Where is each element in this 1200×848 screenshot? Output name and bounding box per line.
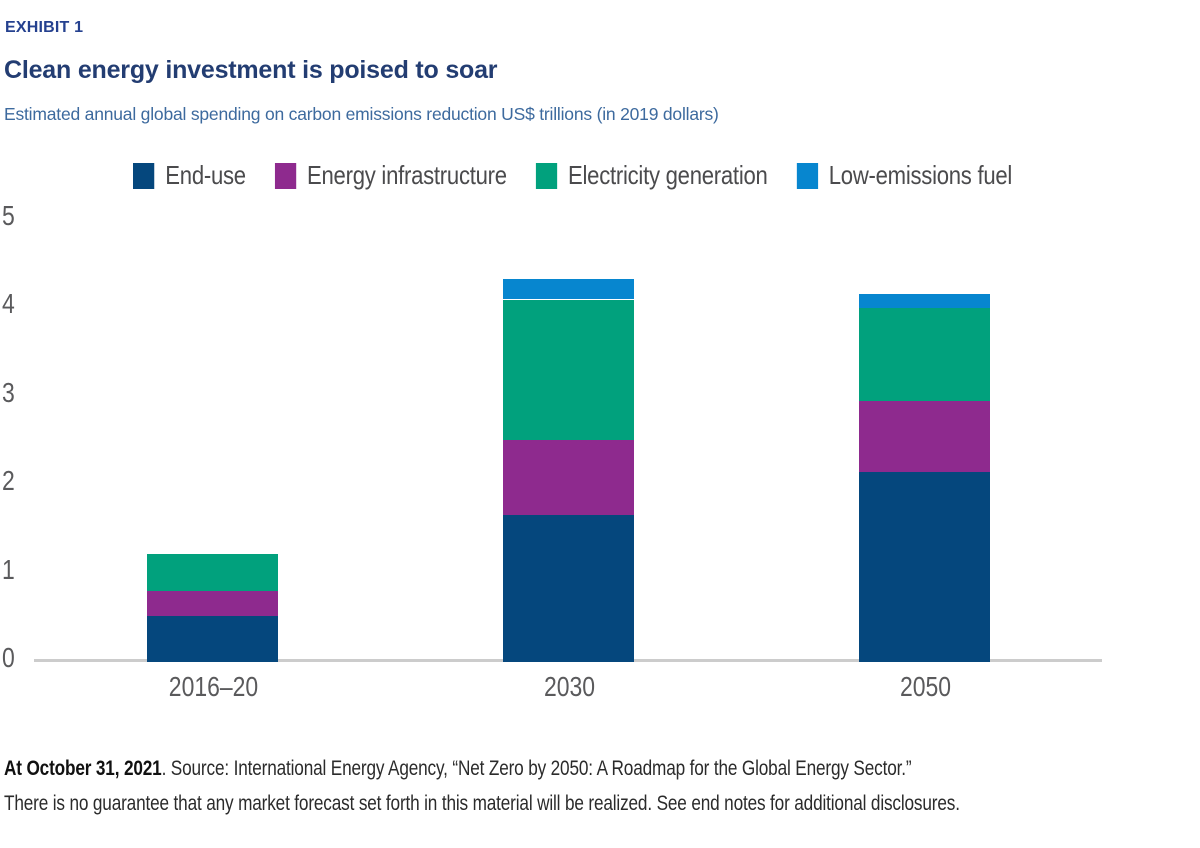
bar-segment-2030-low-emissions-fuel [503, 279, 634, 299]
legend-label-end-use: End-use [165, 160, 246, 190]
bar-segment-2016-20-electricity-generation [147, 554, 278, 591]
y-axis-tick-3: 3 [2, 377, 15, 408]
legend-swatch-end-use [133, 162, 155, 189]
legend-item-end-use: End-use [133, 160, 246, 191]
y-axis-tick-4: 4 [2, 288, 15, 319]
source-text: . Source: International Energy Agency, “… [161, 756, 912, 780]
footnote-line-2: There is no guarantee that any market fo… [4, 791, 960, 815]
footnote-line-1: At October 31, 2021. Source: Internation… [4, 751, 960, 786]
y-axis-tick-1: 1 [2, 554, 15, 585]
legend-label-low-emissions-fuel: Low-emissions fuel [828, 160, 1013, 190]
legend-item-electricity-generation: Electricity generation [535, 160, 768, 191]
bar-segment-2030-electricity-generation [503, 300, 634, 440]
y-axis-tick-2: 2 [2, 465, 15, 496]
legend-item-low-emissions-fuel: Low-emissions fuel [796, 160, 1012, 191]
footnote: At October 31, 2021. Source: Internation… [4, 751, 960, 821]
legend-label-electricity-generation: Electricity generation [568, 160, 768, 190]
x-axis-label-2050: 2050 [899, 671, 951, 702]
legend-swatch-energy-infrastructure [274, 162, 296, 189]
bar-segment-2050-low-emissions-fuel [859, 294, 990, 308]
chart-title: Clean energy investment is poised to soa… [4, 56, 498, 84]
y-axis-tick-0: 0 [2, 642, 15, 673]
legend: End-use Energy infrastructure Electricity … [133, 160, 1012, 191]
legend-item-energy-infrastructure: Energy infrastructure [274, 160, 507, 191]
legend-label-energy-infrastructure: Energy infrastructure [307, 160, 507, 190]
bar-segment-2050-electricity-generation [859, 308, 990, 401]
bar-segment-2016-20-energy-infrastructure [147, 591, 278, 616]
bar-segment-2050-energy-infrastructure [859, 401, 990, 472]
bar-segment-2016-20-end-use [147, 616, 278, 662]
legend-swatch-low-emissions-fuel [796, 162, 818, 189]
legend-swatch-electricity-generation [535, 162, 557, 189]
chart-subtitle: Estimated annual global spending on carb… [4, 104, 719, 124]
x-axis-label-2016-20: 2016–20 [168, 671, 258, 702]
bar-segment-2030-energy-infrastructure [503, 439, 634, 515]
exhibit-label: EXHIBIT 1 [5, 19, 84, 36]
x-axis-label-2030: 2030 [543, 671, 595, 702]
bar-segment-2030-end-use [503, 515, 634, 662]
bar-segment-2050-end-use [859, 472, 990, 662]
y-axis-tick-5: 5 [2, 200, 15, 231]
as-of-date: At October 31, 2021 [4, 756, 162, 780]
